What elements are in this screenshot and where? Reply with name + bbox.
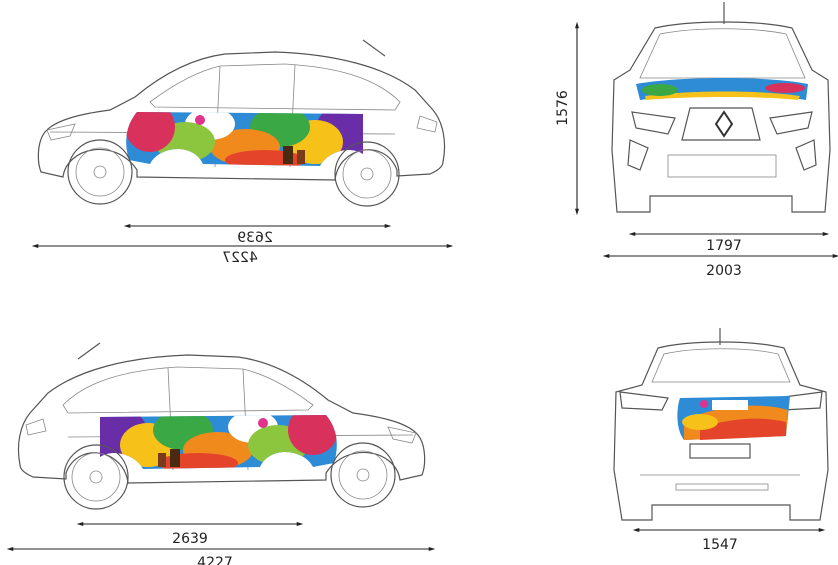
drawing-part <box>613 341 829 521</box>
rear-view: 1547 <box>613 328 829 553</box>
drawing-part <box>627 139 649 171</box>
drawing-part <box>765 83 805 93</box>
drawing-part <box>619 391 669 411</box>
side-view-left: 2639 4227 <box>31 40 454 266</box>
drawing-part <box>712 400 748 410</box>
dimension-label: 4227 <box>197 555 233 565</box>
drawing-part <box>682 414 718 430</box>
drawing-part <box>714 110 734 138</box>
dimension-label: 4227 <box>222 250 258 266</box>
drawing-part <box>689 443 751 459</box>
drawing-part <box>700 418 786 440</box>
dimension-label: 2639 <box>172 531 208 547</box>
drawing-part <box>639 28 806 79</box>
dimension-label: 1797 <box>706 238 742 254</box>
drawing-part <box>667 154 777 178</box>
drawing-part <box>769 111 813 135</box>
drawing-part <box>651 348 791 383</box>
drawing-part <box>642 84 678 96</box>
drawing-part <box>700 400 708 408</box>
front-view: 1576 1797 2003 <box>555 2 838 279</box>
dimension-label: 2639 <box>237 230 273 246</box>
drawing-part <box>795 139 817 171</box>
drawing-part <box>645 91 800 100</box>
dimension-label: 1547 <box>702 537 738 553</box>
side-view-right: 2639 4227 <box>6 343 436 565</box>
drawing-part <box>681 107 761 141</box>
dimension-label: 1576 <box>555 90 571 126</box>
car-outline <box>18 343 424 509</box>
dimension-label: 2003 <box>706 263 742 279</box>
drawing-part <box>675 483 769 491</box>
drawing-part <box>631 111 676 135</box>
car-outline <box>38 40 444 206</box>
drawing-part <box>611 21 831 213</box>
